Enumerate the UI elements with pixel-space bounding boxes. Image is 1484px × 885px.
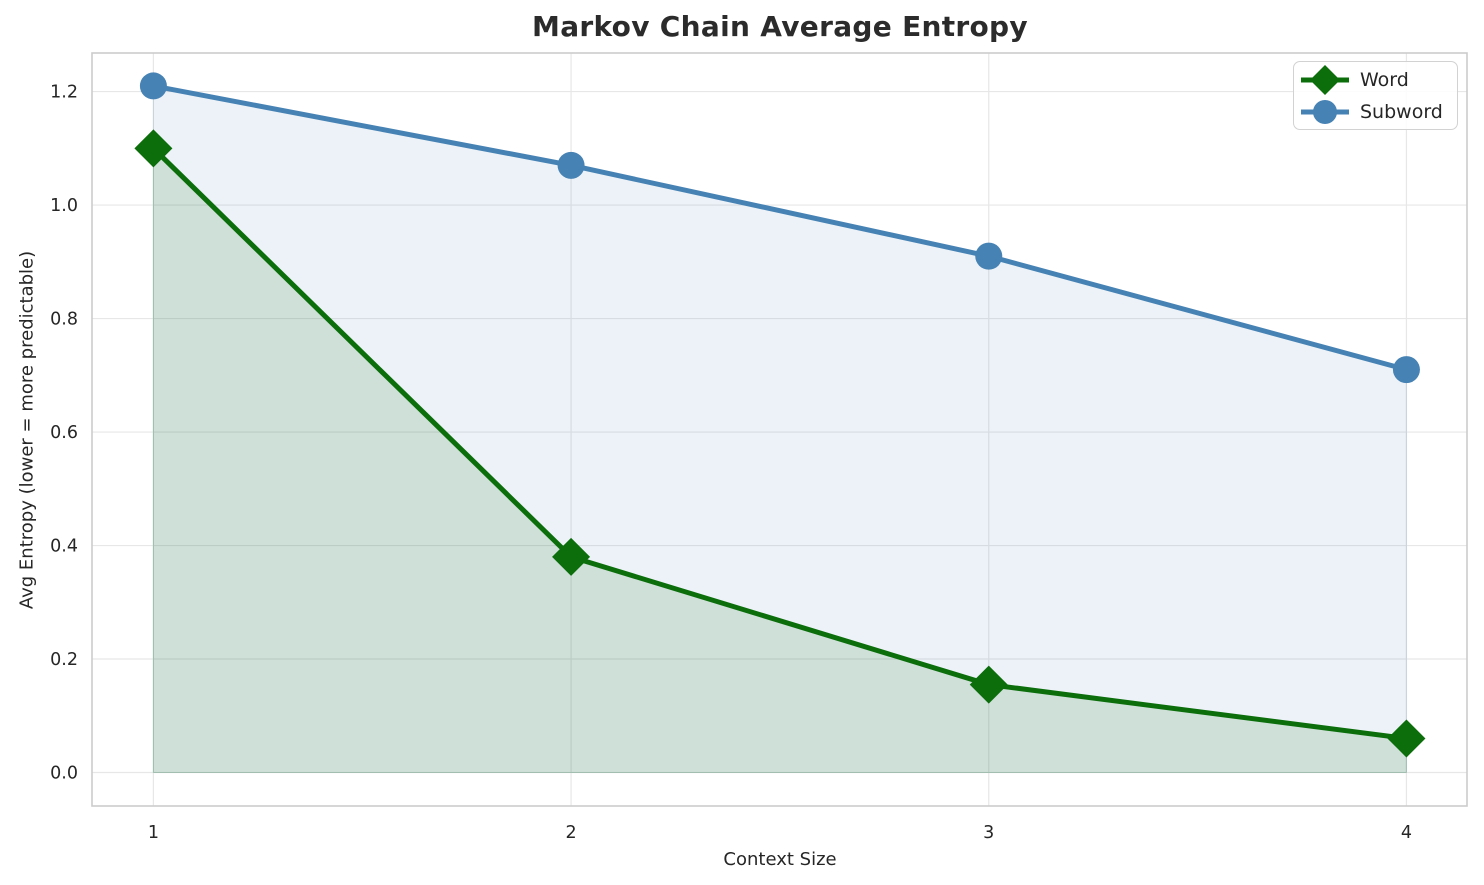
chart-title: Markov Chain Average Entropy xyxy=(532,10,1028,43)
legend-item-word: Word xyxy=(1299,64,1447,95)
marker-diamond-word xyxy=(134,129,173,168)
x-tick-label: 4 xyxy=(1401,823,1412,843)
y-tick-label: 0.6 xyxy=(50,423,78,443)
y-tick-label: 0.4 xyxy=(50,537,78,557)
marker-diamond-word xyxy=(1387,719,1426,758)
x-tick-label: 1 xyxy=(148,823,159,843)
line-subword xyxy=(152,83,1408,373)
legend-label: Word xyxy=(1360,68,1409,91)
y-tick-label: 1.0 xyxy=(50,196,78,216)
x-tick-label: 3 xyxy=(983,823,994,843)
y-axis-label: Avg Entropy (lower = more predictable) xyxy=(16,250,38,610)
marker-circle-subword xyxy=(557,151,585,179)
legend-marker-circle-icon xyxy=(1301,99,1349,124)
x-axis-label: Context Size xyxy=(723,849,837,870)
line-word xyxy=(151,146,1407,741)
y-tick-label: 1.2 xyxy=(50,83,78,103)
y-tick-label: 0.0 xyxy=(50,764,78,784)
marker-diamond-word xyxy=(969,665,1008,704)
legend-label: Subword xyxy=(1360,100,1443,123)
x-tick-label: 2 xyxy=(566,823,577,843)
marker-circle-subword xyxy=(139,72,167,100)
plot-border xyxy=(91,52,1468,807)
marker-circle-subword xyxy=(975,242,1003,270)
y-tick-label: 0.8 xyxy=(50,310,78,330)
y-tick-label: 0.2 xyxy=(50,650,78,670)
marker-diamond-word xyxy=(552,537,591,576)
legend: Word Subword xyxy=(1293,61,1458,130)
legend-marker-diamond-icon xyxy=(1301,64,1349,95)
legend-item-subword: Subword xyxy=(1299,97,1447,127)
marker-circle-subword xyxy=(1392,356,1420,384)
